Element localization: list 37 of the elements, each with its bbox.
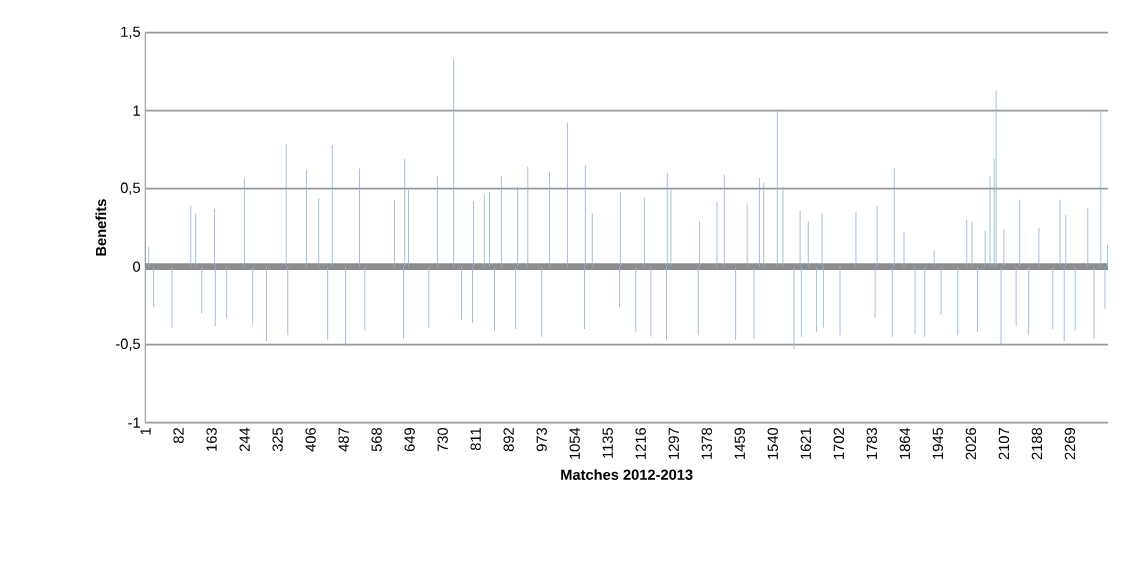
- x-tick-label: 1216: [635, 428, 646, 459]
- x-tick-label: 649: [404, 428, 415, 452]
- x-tick-label: 487: [338, 428, 349, 452]
- x-tick-label: 1297: [668, 428, 679, 459]
- x-tick-label: 2269: [1064, 428, 1076, 460]
- x-tick-label: 811: [470, 428, 481, 451]
- x-tick-label: 1054: [569, 427, 580, 459]
- x-tick-label: 1864: [899, 427, 911, 459]
- x-tick-label: 82: [173, 428, 184, 444]
- x-tick-label: 892: [503, 428, 514, 452]
- x-tick-label: 1135: [602, 428, 613, 458]
- x-tick-label: 1459: [734, 428, 745, 459]
- x-tick-label: 1540: [767, 427, 778, 459]
- x-tick-label: 244: [239, 427, 250, 452]
- x-tick-label: 2107: [998, 428, 1010, 460]
- x-tick-label: 1783: [866, 428, 878, 459]
- x-tick-label: 1: [140, 428, 151, 435]
- y-tick-label: 0,5: [120, 182, 141, 195]
- x-axis-title: Matches 2012-2013: [561, 469, 693, 480]
- x-tick-label: 1621: [800, 428, 811, 459]
- y-axis-title: Benefits: [95, 199, 107, 256]
- x-tick-label: 406: [305, 428, 316, 452]
- x-tick-label: 568: [371, 428, 382, 452]
- x-tick-label: 730: [437, 427, 448, 452]
- x-tick-label: 163: [206, 428, 217, 451]
- y-tick-label: -0,5: [116, 338, 140, 351]
- x-tick-label: 1378: [701, 428, 712, 459]
- y-tick-label: 0: [133, 261, 141, 272]
- x-tick-label: 1702: [833, 428, 844, 459]
- y-tick-label: -1: [128, 417, 140, 428]
- y-tick-label: 1,5: [121, 26, 141, 39]
- x-tick-label: 2188: [1031, 428, 1043, 460]
- x-tick-label: 325: [272, 428, 283, 452]
- x-tick-label: 1945: [932, 428, 944, 459]
- y-tick-label: 1: [133, 105, 140, 116]
- x-tick-label: 2026: [965, 428, 977, 460]
- x-tick-label: 973: [536, 428, 547, 452]
